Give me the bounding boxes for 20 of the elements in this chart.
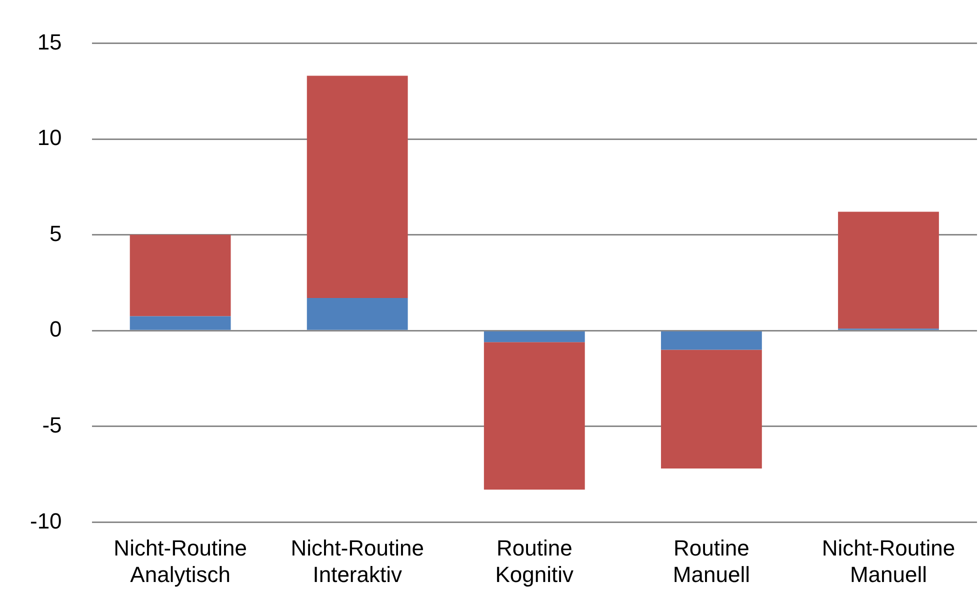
bar bbox=[660, 350, 762, 469]
bar bbox=[660, 331, 762, 350]
y-tick-label: 0 bbox=[50, 316, 62, 342]
bar bbox=[130, 234, 231, 316]
x-tick-label: Nicht-Routine Analytisch bbox=[114, 535, 247, 587]
bar bbox=[306, 298, 408, 330]
y-tick-label: -5 bbox=[42, 412, 62, 438]
bar bbox=[306, 76, 408, 298]
x-tick-label: Routine Kognitiv bbox=[495, 535, 574, 587]
bar bbox=[838, 212, 939, 329]
y-tick-label: 15 bbox=[37, 29, 62, 54]
bar bbox=[130, 316, 231, 330]
y-tick-label: 5 bbox=[50, 220, 62, 246]
bar bbox=[484, 342, 585, 490]
x-tick-label: Routine Manuell bbox=[672, 535, 750, 587]
y-tick-label: -10 bbox=[30, 508, 62, 534]
y-tick-label: 10 bbox=[37, 125, 62, 150]
bar bbox=[484, 331, 585, 342]
x-tick-label: Nicht-Routine Manuell bbox=[822, 535, 956, 587]
x-tick-label: Nicht-Routine Interaktiv bbox=[290, 535, 424, 587]
